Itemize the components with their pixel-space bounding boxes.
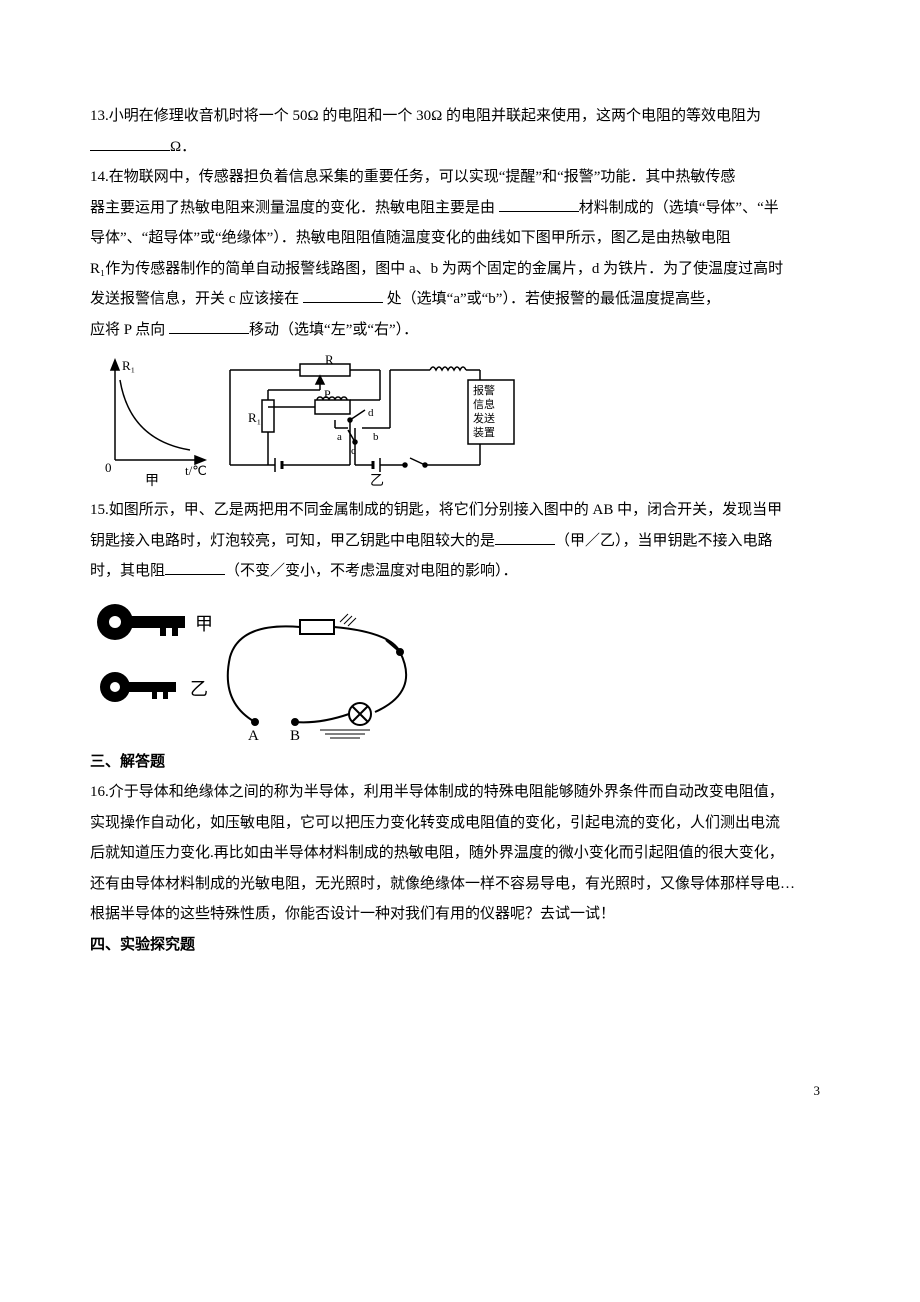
key-jia-label: 甲 — [195, 614, 213, 634]
question-13-answer-line: Ω． — [90, 133, 830, 162]
terminal-B: B — [290, 728, 300, 742]
q14-l1: 在物联网中，传感器担负着信息采集的重要任务，可以实现“提醒”和“报警”功能．其中… — [109, 169, 736, 185]
label-c: c — [351, 445, 356, 457]
blank-q15-resist[interactable] — [165, 559, 225, 575]
q13-unit: Ω． — [170, 139, 196, 155]
question-14-line4: R₁作为传感器制作的简单自动报警线路图，图中 a、b 为两个固定的金属片，d 为… — [90, 255, 830, 284]
graph-origin: 0 — [105, 460, 112, 475]
question-16-line4: 还有由导体材料制成的光敏电阻，无光照时，就像绝缘体一样不容易导电，有光照时，又像… — [90, 870, 830, 899]
q15-num: 15. — [90, 502, 109, 518]
q14-num: 14. — [90, 169, 109, 185]
question-13: 13.小明在修理收音机时将一个 50Ω 的电阻和一个 30Ω 的电阻并联起来使用… — [90, 102, 830, 131]
blank-q15-key[interactable] — [495, 529, 555, 545]
q14-l5a: 发送报警信息，开关 c 应该接在 — [90, 291, 299, 307]
q15-l1: 如图所示，甲、乙是两把用不同金属制成的钥匙，将它们分别接入图中的 AB 中，闭合… — [109, 502, 782, 518]
label-P: P — [324, 387, 331, 401]
question-16-line3: 后就知道压力变化.再比如由半导体材料制成的热敏电阻，随外界温度的微小变化而引起阻… — [90, 839, 830, 868]
q13-num: 13. — [90, 108, 109, 124]
caption-yi: 乙 — [370, 473, 384, 489]
blank-q13[interactable] — [90, 135, 170, 151]
section-3-heading: 三、解答题 — [90, 748, 830, 777]
question-16-line5: 根据半导体的这些特殊性质，你能否设计一种对我们有用的仪器呢？去试一试！ — [90, 900, 830, 929]
key-yi-icon — [100, 672, 176, 702]
blank-q14-ab[interactable] — [303, 287, 383, 303]
caption-jia: 甲 — [145, 474, 159, 489]
label-R: R — [325, 352, 334, 367]
q15-l3b: （不变／变小，不考虑温度对电阻的影响）． — [225, 563, 518, 579]
q14-l3: 导体”、“超导体”或“绝缘体”）．热敏电阻阻值随温度变化的曲线如下图甲所示，图乙… — [90, 230, 731, 246]
box-l3: 发送 — [473, 411, 495, 425]
q14-l4: R₁作为传感器制作的简单自动报警线路图，图中 a、b 为两个固定的金属片，d 为… — [90, 261, 783, 277]
q15-l2b: （甲／乙），当甲钥匙不接入电路 — [555, 533, 773, 549]
figure-q15: 甲 乙 — [90, 592, 830, 742]
q16-l1: 介于导体和绝缘体之间的称为半导体，利用半导体制成的特殊电阻能够随外界条件而自动改… — [109, 784, 784, 800]
page-number: 3 — [90, 1079, 830, 1104]
label-R1: R₁ — [248, 410, 261, 425]
key-yi-label: 乙 — [190, 679, 208, 699]
question-15-line1: 15.如图所示，甲、乙是两把用不同金属制成的钥匙，将它们分别接入图中的 AB 中… — [90, 496, 830, 525]
diagram-sensor-circuit: R₁ t/℃ 0 甲 — [90, 350, 530, 490]
q14-l2a: 器主要运用了热敏电阻来测量温度的变化．热敏电阻主要是由 — [90, 200, 495, 216]
question-15-line2: 钥匙接入电路时，灯泡较亮，可知，甲乙钥匙中电阻较大的是 （甲／乙），当甲钥匙不接入… — [90, 527, 830, 556]
figure-q14: R₁ t/℃ 0 甲 — [90, 350, 830, 490]
q14-l6a: 应将 P 点向 — [90, 322, 165, 338]
q14-l6b: 移动（选填“左”或“右”）． — [249, 322, 418, 338]
question-16-line2: 实现操作自动化，如压敏电阻，它可以把压力变化转变成电阻值的变化，引起电流的变化，… — [90, 809, 830, 838]
question-14-line6: 应将 P 点向 移动（选填“左”或“右”）． — [90, 316, 830, 345]
q14-l5b: 处（选填“a”或“b”）．若使报警的最低温度提高些， — [387, 291, 720, 307]
terminal-A: A — [248, 728, 259, 742]
key-jia-icon — [97, 604, 185, 640]
box-l2: 信息 — [473, 397, 495, 411]
q16-num: 16. — [90, 784, 109, 800]
question-15-line3: 时，其电阻 （不变／变小，不考虑温度对电阻的影响）． — [90, 557, 830, 586]
q14-l2b: 材料制成的（选填“导体”、“半 — [579, 200, 779, 216]
question-14-line1: 14.在物联网中，传感器担负着信息采集的重要任务，可以实现“提醒”和“报警”功能… — [90, 163, 830, 192]
blank-q14-lr[interactable] — [169, 318, 249, 334]
question-14-line2: 器主要运用了热敏电阻来测量温度的变化．热敏电阻主要是由 材料制成的（选填“导体”… — [90, 194, 830, 223]
q15-l2a: 钥匙接入电路时，灯泡较亮，可知，甲乙钥匙中电阻较大的是 — [90, 533, 495, 549]
label-b: b — [373, 431, 379, 443]
diagram-key-circuit: 甲 乙 — [90, 592, 450, 742]
box-l1: 报警 — [473, 383, 495, 397]
q13-text: 小明在修理收音机时将一个 50Ω 的电阻和一个 30Ω 的电阻并联起来使用，这两… — [109, 108, 761, 124]
question-16-line1: 16.介于导体和绝缘体之间的称为半导体，利用半导体制成的特殊电阻能够随外界条件而… — [90, 778, 830, 807]
label-d: d — [368, 407, 374, 419]
question-14-line5: 发送报警信息，开关 c 应该接在 处（选填“a”或“b”）．若使报警的最低温度提… — [90, 285, 830, 314]
question-14-line3: 导体”、“超导体”或“绝缘体”）．热敏电阻阻值随温度变化的曲线如下图甲所示，图乙… — [90, 224, 830, 253]
label-a: a — [337, 431, 342, 443]
graph-y-label: R₁ — [122, 358, 135, 373]
section-4-heading: 四、实验探究题 — [90, 931, 830, 960]
graph-x-label: t/℃ — [185, 463, 207, 478]
box-l4: 装置 — [473, 426, 495, 439]
q15-l3a: 时，其电阻 — [90, 563, 165, 579]
blank-q14-material[interactable] — [499, 196, 579, 212]
